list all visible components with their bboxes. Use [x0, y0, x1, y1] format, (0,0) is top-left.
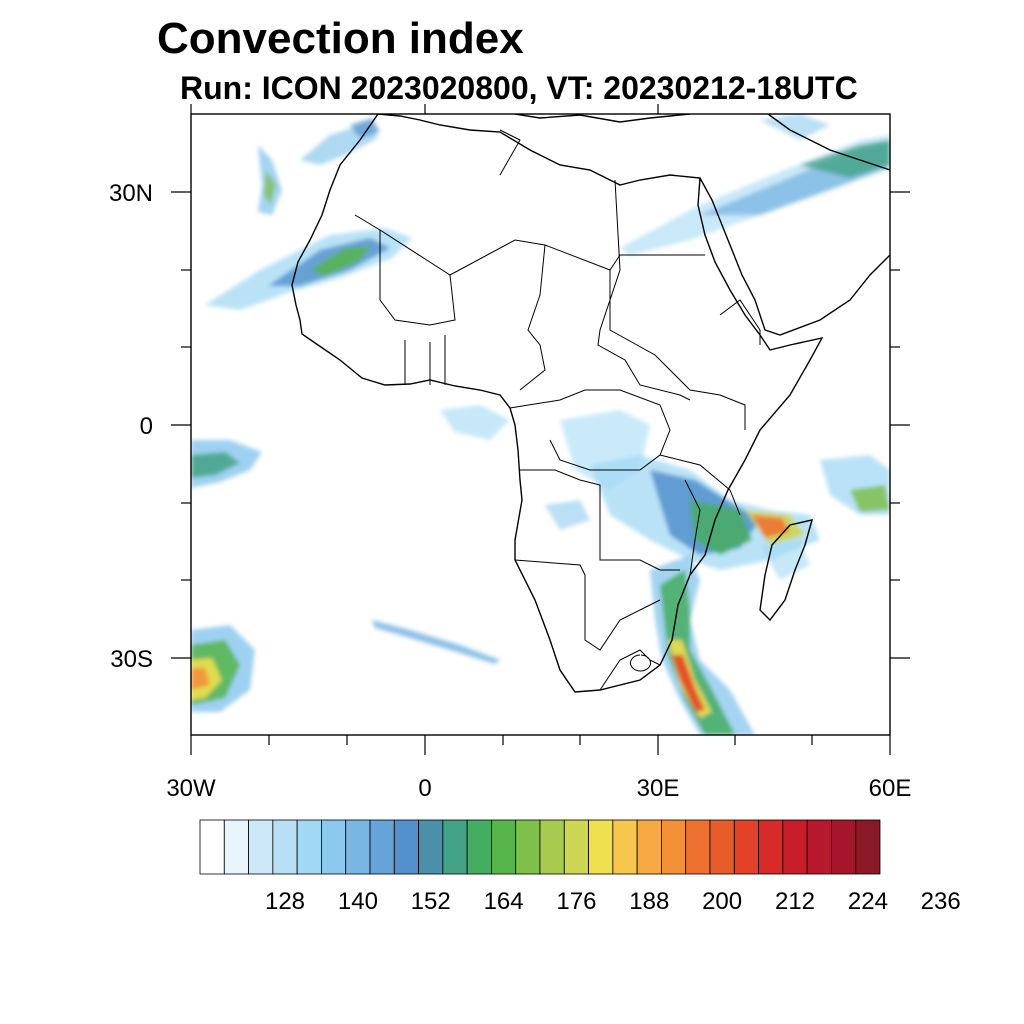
colorbar-tick-label: 188	[629, 888, 670, 915]
map-frame	[190, 113, 891, 736]
colorbar-swatch	[539, 819, 565, 875]
colorbar-swatch	[296, 819, 322, 875]
convection-field	[191, 114, 890, 735]
colorbar-swatch	[515, 819, 541, 875]
colorbar-swatch	[248, 819, 274, 875]
lat-label-30s: 30S	[110, 646, 153, 673]
colorbar-tick-label: 164	[483, 888, 524, 915]
colorbar-tick-label: 224	[847, 888, 888, 915]
colorbar-swatch	[855, 819, 881, 875]
lon-label-60e: 60E	[868, 775, 912, 802]
colorbar-tick-label: 140	[337, 888, 378, 915]
lon-label-30w: 30W	[166, 775, 216, 802]
colorbar-swatch	[612, 819, 638, 875]
colorbar-swatch	[661, 819, 687, 875]
colorbar-swatch	[442, 819, 468, 875]
axis-ticks	[171, 104, 910, 755]
colorbar-tick-label: 236	[920, 888, 961, 915]
colorbar-swatch	[393, 819, 419, 875]
lon-label-30e: 30E	[636, 775, 680, 802]
map-title: Convection index	[157, 14, 524, 63]
colorbar	[199, 819, 881, 875]
colorbar-swatch	[223, 819, 249, 875]
colorbar-swatch	[758, 819, 784, 875]
colorbar-tick-label: 176	[556, 888, 597, 915]
colorbar-swatch	[636, 819, 662, 875]
colorbar-swatch	[369, 819, 395, 875]
map-subtitle: Run: ICON 2023020800, VT: 20230212-18UTC	[180, 70, 858, 106]
colorbar-swatch	[588, 819, 614, 875]
country-border-layer	[354, 129, 761, 691]
colorbar-swatch	[345, 819, 371, 875]
colorbar-swatch	[466, 819, 492, 875]
colorbar-tick-label: 212	[774, 888, 816, 915]
colorbar-tick-label: 152	[410, 888, 451, 915]
colorbar-swatch	[199, 819, 225, 875]
colorbar-swatch	[491, 819, 517, 875]
colorbar-swatch	[806, 819, 832, 875]
colorbar-swatch	[272, 819, 298, 875]
colorbar-swatch	[418, 819, 444, 875]
colorbar-tick-label: 128	[264, 888, 306, 915]
lat-label-0: 0	[139, 413, 153, 440]
colorbar-swatch	[782, 819, 808, 875]
colorbar-swatch	[733, 819, 759, 875]
colorbar-tick-label: 200	[702, 888, 743, 915]
lat-label-30n: 30N	[108, 180, 153, 207]
coastline-layer	[291, 114, 890, 693]
lon-label-0: 0	[418, 775, 432, 802]
colorbar-swatch	[321, 819, 347, 875]
colorbar-swatch	[563, 819, 589, 875]
colorbar-swatch	[709, 819, 735, 875]
colorbar-swatch	[831, 819, 857, 875]
colorbar-swatch	[685, 819, 711, 875]
